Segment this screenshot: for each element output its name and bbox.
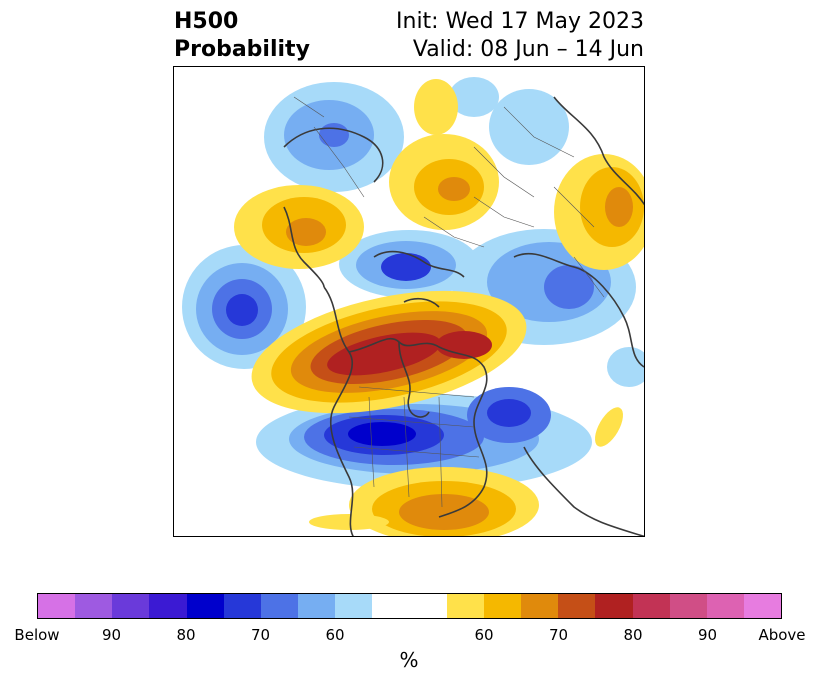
anomaly-above-mongolia (234, 185, 364, 269)
title-product: Probability (174, 37, 310, 62)
colorbar-tick-label: 80 (623, 626, 643, 644)
colorbar-segment (669, 594, 707, 618)
forecast-dates: Init: Wed 17 May 2023 Valid: 08 Jun – 14… (396, 8, 644, 64)
colorbar-tick-label: 90 (101, 626, 122, 644)
colorbar-segment (112, 594, 150, 618)
colorbar-tick-label: 60 (325, 626, 345, 644)
colorbar-segment (558, 594, 596, 618)
anomaly-below-central-asia (449, 77, 569, 165)
colorbar-segment (483, 594, 522, 618)
colorbar-segment (223, 594, 261, 618)
colorbar-segment (298, 594, 336, 618)
colorbar-unit-label: % (399, 648, 419, 672)
probability-map (173, 66, 645, 537)
coastlines (283, 96, 644, 536)
colorbar-segment (632, 594, 670, 618)
colorbar (37, 593, 782, 619)
colorbar-tick-label: 80 (176, 626, 196, 644)
colorbar-segment (149, 594, 187, 618)
anomaly-above-east-asia (554, 154, 644, 270)
colorbar-tick-label: Above (758, 626, 806, 644)
map-canvas (182, 77, 644, 536)
colorbar-segment (706, 594, 744, 618)
colorbar-segment (260, 594, 299, 618)
colorbar-segment (446, 594, 484, 618)
colorbar-segment (372, 594, 410, 618)
colorbar-tick-label: 60 (474, 626, 494, 644)
colorbar-segment (75, 594, 113, 618)
valid-range: Valid: 08 Jun – 14 Jun (412, 37, 644, 62)
colorbar-segment (743, 594, 782, 618)
colorbar-tick-label: 70 (548, 626, 569, 644)
anomaly-below-north-pacific (182, 245, 306, 369)
colorbar-segment (521, 594, 559, 618)
colorbar-tick-label: 90 (697, 626, 718, 644)
colorbar-segment (409, 594, 447, 618)
colorbar-segment (595, 594, 633, 618)
colorbar-tick-label: Below (14, 626, 60, 644)
colorbar-tick-label: 70 (250, 626, 271, 644)
anomaly-above-mediterranean (595, 347, 644, 447)
title-variable: H500 (174, 9, 239, 34)
borders (293, 96, 605, 508)
colorbar-segment (38, 594, 76, 618)
anomaly-above-russia (389, 79, 499, 230)
colorbar-segment (335, 594, 373, 618)
colorbar-segment (186, 594, 224, 618)
anomaly-below-siberia (264, 82, 404, 192)
init-date: Init: Wed 17 May 2023 (396, 9, 644, 34)
map-title: H500 Probability (174, 8, 310, 64)
